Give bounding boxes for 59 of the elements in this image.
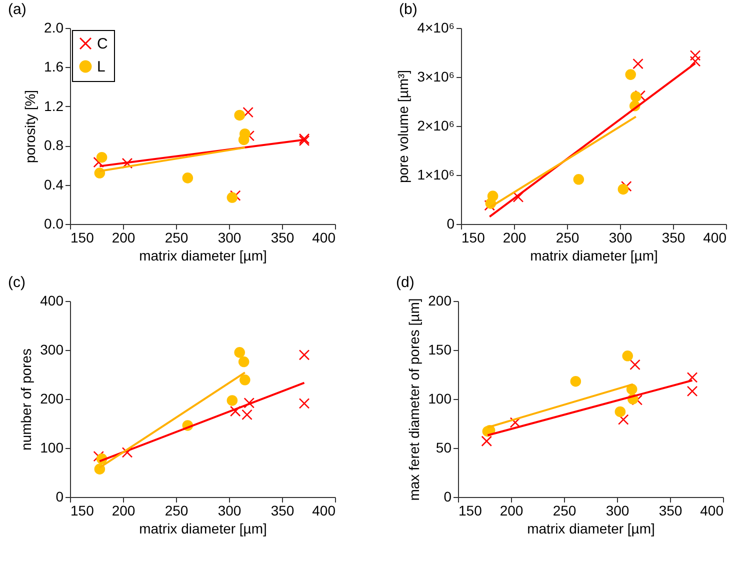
x-tick-label: 350: [270, 502, 294, 518]
y-tick-label: 4×10⁶: [417, 20, 454, 36]
x-tick-label: 400: [312, 230, 336, 246]
x-tick-label: 200: [112, 502, 136, 518]
y-axis-title: porosity [%]: [22, 90, 38, 164]
x-tick-label: 300: [608, 230, 632, 246]
y-tick-label: 100: [40, 440, 64, 456]
y-tick-label: 300: [40, 342, 64, 358]
chart-title: (a): [8, 1, 26, 18]
chart-title: (d): [396, 274, 414, 291]
x-tick-label: 300: [218, 502, 242, 518]
y-tick-label: 1.2: [44, 98, 64, 114]
x-tick-label: 200: [502, 230, 526, 246]
y-tick-label: 50: [436, 440, 452, 456]
chart-title: (c): [8, 274, 26, 291]
y-tick-label: 0.0: [44, 216, 64, 232]
x-tick-label: 200: [112, 230, 136, 246]
y-axis-title: number of pores: [18, 348, 34, 450]
x-tick-label: 200: [500, 502, 524, 518]
x-tick-label: 250: [556, 230, 580, 246]
x-tick-label: 150: [70, 230, 94, 246]
x-tick-label: 350: [270, 230, 294, 246]
y-tick-label: 0.4: [44, 176, 64, 192]
x-tick-label: 400: [700, 502, 724, 518]
x-tick-label: 250: [164, 502, 188, 518]
y-tick-label: 400: [40, 292, 64, 308]
x-tick-label: 250: [552, 502, 576, 518]
x-tick-label: 400: [312, 502, 336, 518]
y-tick-label: 100: [428, 390, 452, 406]
y-tick-label: 200: [40, 390, 64, 406]
x-tick-label: 350: [658, 502, 682, 518]
x-axis-title: matrix diameter [µm]: [139, 520, 267, 536]
x-axis-title: matrix diameter [µm]: [530, 248, 658, 264]
y-tick-label: 0: [446, 216, 455, 232]
y-tick-label: 150: [428, 342, 452, 358]
x-tick-label: 300: [218, 230, 242, 246]
legend-label: C: [97, 36, 108, 52]
y-tick-label: 3×10⁶: [417, 68, 454, 84]
x-axis-title: matrix diameter [µm]: [139, 248, 267, 264]
y-tick-label: 0: [56, 488, 64, 504]
x-tick-label: 300: [606, 502, 630, 518]
x-tick-label: 150: [70, 502, 94, 518]
chart-title: (b): [399, 1, 418, 18]
y-tick-label: 1×10⁶: [417, 166, 454, 182]
y-tick-label: 1.6: [44, 58, 64, 75]
y-axis-title: pore volume [µm³]: [395, 70, 412, 184]
y-tick-label: 0: [444, 488, 452, 504]
x-axis-title: matrix diameter [µm]: [527, 520, 655, 536]
y-tick-label: 0.8: [44, 137, 64, 154]
y-tick-label: 200: [428, 292, 452, 308]
x-tick-label: 250: [164, 230, 188, 246]
x-tick-label: 150: [462, 230, 486, 246]
y-axis-title: max feret diameter of pores [µm]: [406, 298, 422, 501]
y-tick-label: 2×10⁶: [417, 118, 454, 134]
y-tick-label: 2.0: [44, 20, 64, 36]
x-tick-label: 350: [662, 230, 686, 246]
legend-label: L: [97, 58, 106, 76]
x-tick-label: 150: [458, 502, 482, 518]
x-tick-label: 400: [703, 230, 727, 246]
